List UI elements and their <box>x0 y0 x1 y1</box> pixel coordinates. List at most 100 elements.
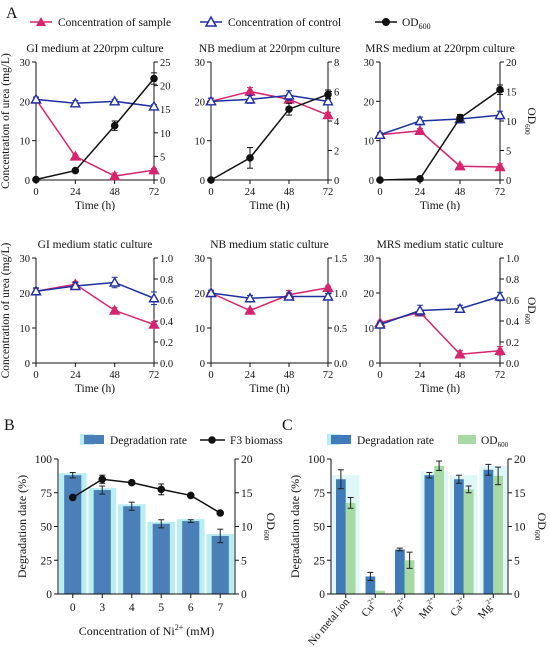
panel-letter-A: A <box>6 5 18 22</box>
data-point <box>283 290 295 301</box>
y-tick-label: 50 <box>41 522 53 534</box>
y-tick-label: 25 <box>41 555 53 567</box>
x-tick-label: 72 <box>149 187 160 198</box>
series-control <box>205 89 334 106</box>
y2-tick-label: 0.6 <box>506 296 519 307</box>
data-point <box>322 281 334 292</box>
x-tick-label: 72 <box>495 370 506 381</box>
y2-tick-label: 10 <box>506 117 517 128</box>
biomass-point <box>68 493 77 502</box>
data-point <box>110 121 119 130</box>
y-tick-label: 25 <box>314 555 326 567</box>
legend-od-marker <box>375 18 397 26</box>
bar-od <box>404 560 415 594</box>
biomass-line <box>72 478 221 514</box>
bar-degradation <box>152 523 170 594</box>
y2-axis-label: OD600 <box>533 513 549 541</box>
biomass-point <box>127 478 136 487</box>
series-line <box>210 94 329 103</box>
data-point <box>494 109 506 120</box>
data-point <box>374 318 386 329</box>
y2-tick-label: 0.2 <box>160 338 173 349</box>
data-point <box>244 292 256 303</box>
data-point <box>322 95 334 106</box>
x-tick-label: 24 <box>415 187 426 198</box>
y-tick-label: 10 <box>20 324 31 335</box>
y-tick-label: 30 <box>195 254 206 265</box>
bar-degradation <box>454 479 464 594</box>
data-point <box>148 164 160 175</box>
y2-tick-label: 20 <box>241 454 253 466</box>
data-point <box>322 109 334 120</box>
x-tick-label: 24 <box>245 370 256 381</box>
y-tick-label: 0 <box>46 589 52 601</box>
y2-tick-label: 0.8 <box>506 275 519 286</box>
x-axis-label: Time (h) <box>249 200 289 212</box>
y-tick-label: 30 <box>364 254 375 265</box>
y-tick-label: 20 <box>195 289 206 300</box>
y-tick-label: 20 <box>364 289 375 300</box>
data-point <box>244 304 256 315</box>
y2-tick-label: 20 <box>514 454 526 466</box>
y2-axis-label: OD600 <box>262 513 278 541</box>
y-axis-label: Degradation date (%) <box>288 475 302 578</box>
series-sample <box>30 278 160 329</box>
series-control <box>374 290 506 329</box>
data-point <box>148 292 160 303</box>
x-tick-label: 24 <box>70 187 81 198</box>
x-tick-label: Ca2+ <box>447 595 470 619</box>
x-axis-label: Time (h) <box>75 200 115 212</box>
y2-axis-label: OD600 <box>523 107 537 135</box>
y-axis-label: Concentration of urea (mg/L) <box>0 242 12 378</box>
series-line <box>210 90 329 116</box>
x-tick-label: 48 <box>109 370 120 381</box>
x-tick-label: 0 <box>208 187 213 198</box>
x-tick-label: 7 <box>217 602 223 614</box>
series-line <box>210 292 328 300</box>
y2-tick-label: 0.0 <box>506 359 519 370</box>
data-point <box>69 150 82 161</box>
x-tick-label: Cu2+ <box>358 595 382 620</box>
data-point <box>324 90 332 99</box>
y-tick-label: 0 <box>369 176 374 187</box>
legend-A: Concentration of sample Concentration of… <box>30 15 431 31</box>
y2-tick-label: 0.4 <box>160 317 174 328</box>
y2-tick-label: 15 <box>514 488 526 500</box>
y2-tick-label: 1.0 <box>160 254 173 265</box>
x-tick-label: 0 <box>377 187 382 198</box>
bar-od <box>345 502 356 594</box>
x-tick-label: No metal ion <box>306 596 352 648</box>
data-point <box>416 175 424 183</box>
data-point <box>285 105 293 113</box>
y-tick-label: 0 <box>200 359 205 370</box>
x-tick-label: 48 <box>109 187 120 198</box>
series-control <box>30 93 160 111</box>
x-tick-label: 0 <box>33 187 38 198</box>
x-tick-label: 24 <box>415 370 426 381</box>
data-point <box>374 128 386 139</box>
chart-A4: GI medium static culture 0 10 20 30 0.0 0.2 0.4… <box>0 239 174 395</box>
x-tick-label: 48 <box>455 370 466 381</box>
legend-biomass-marker <box>208 436 216 444</box>
legend-od-label: OD600 <box>402 17 431 31</box>
series-od <box>376 84 504 184</box>
data-point <box>376 176 384 184</box>
y-tick-label: 0 <box>369 359 374 370</box>
bar-degradation <box>211 535 229 594</box>
y2-tick-label: 15 <box>160 105 171 116</box>
data-point <box>414 124 426 136</box>
data-point <box>456 114 464 122</box>
data-point <box>69 97 82 108</box>
bar-degradation <box>64 475 82 594</box>
data-point <box>207 176 215 184</box>
y2-tick-label: 2 <box>334 147 339 158</box>
chart-title: MRS medium static culture <box>377 239 504 251</box>
data-point <box>494 161 506 172</box>
bar-od <box>493 475 503 594</box>
chart-title: NB medium static culture <box>210 239 329 251</box>
data-point <box>414 115 426 126</box>
legend-od-label: OD600 <box>481 435 509 449</box>
panel-C-chart: Degradation rate OD600 0 25 50 75 100 0 5 10 15 20 N… <box>288 434 549 648</box>
x-tick-label: 0 <box>33 370 38 381</box>
panel-A-charts: GI medium at 220rpm culture0102030051015… <box>0 43 537 395</box>
